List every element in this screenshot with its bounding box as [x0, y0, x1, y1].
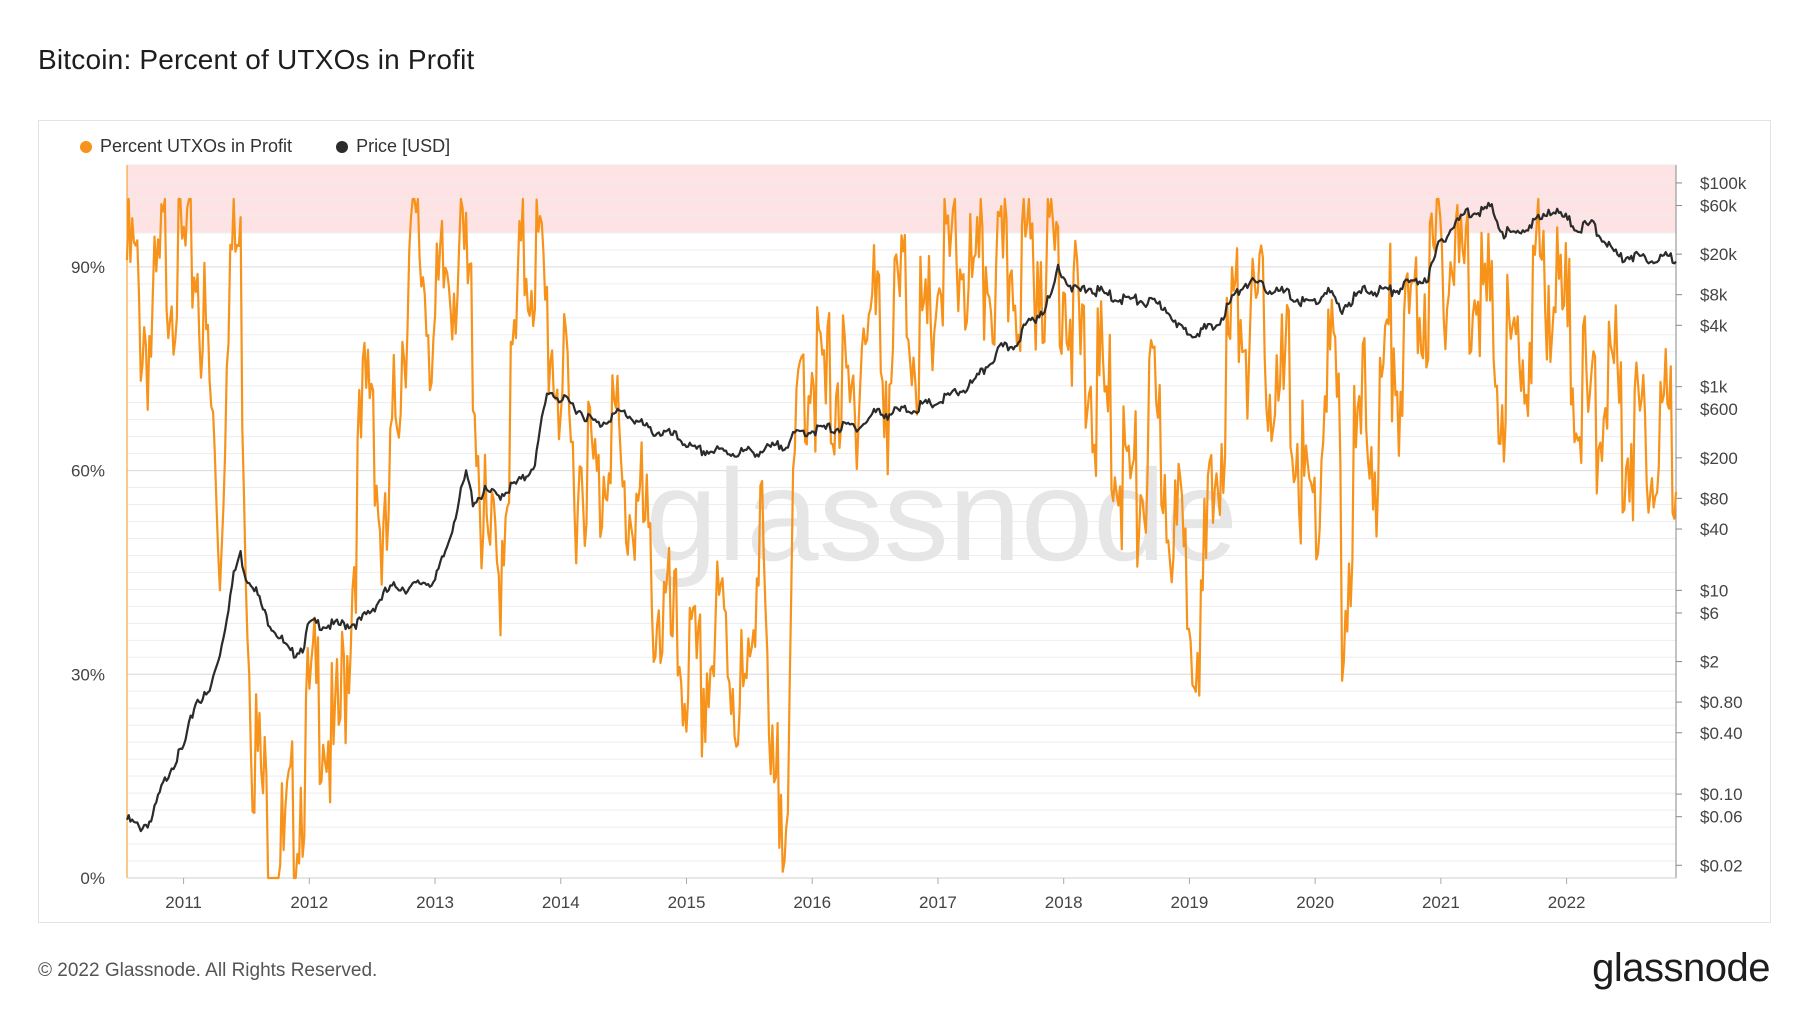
- right-tick-label: $0.10: [1700, 785, 1743, 804]
- legend-swatch-price: [336, 140, 349, 153]
- x-tick-label: 2021: [1422, 893, 1460, 912]
- copyright-footer: © 2022 Glassnode. All Rights Reserved.: [38, 960, 378, 981]
- right-tick-label: $2: [1700, 653, 1719, 672]
- right-tick-label: $8k: [1700, 286, 1728, 305]
- right-tick-label: $4k: [1700, 316, 1728, 335]
- page-title: Bitcoin: Percent of UTXOs in Profit: [38, 44, 475, 75]
- legend-label-price: Price [USD]: [356, 136, 451, 156]
- left-tick-label: 30%: [71, 665, 105, 684]
- right-tick-label: $6: [1700, 604, 1719, 623]
- x-tick-label: 2013: [416, 893, 454, 912]
- right-tick-label: $200: [1700, 449, 1738, 468]
- x-tick-label: 2016: [793, 893, 831, 912]
- watermark-text: glassnode: [645, 442, 1238, 588]
- legend-swatch-profit: [80, 140, 92, 153]
- right-tick-label: $1k: [1700, 378, 1728, 397]
- right-tick-label: $40: [1700, 520, 1728, 539]
- right-tick-label: $600: [1700, 400, 1738, 419]
- right-tick-label: $0.40: [1700, 724, 1743, 743]
- right-tick-label: $80: [1700, 489, 1728, 508]
- series-line-price: [125, 201, 1677, 833]
- right-tick-label: $0.02: [1700, 856, 1743, 875]
- x-tick-label: 2022: [1548, 893, 1586, 912]
- right-tick-label: $100k: [1700, 174, 1747, 193]
- x-tick-label: 2017: [919, 893, 957, 912]
- legend-label-profit: Percent UTXOs in Profit: [100, 136, 293, 156]
- x-tick-label: 2018: [1045, 893, 1083, 912]
- x-tick-label: 2019: [1171, 893, 1209, 912]
- right-tick-label: $0.06: [1700, 808, 1743, 827]
- x-tick-label: 2014: [542, 893, 580, 912]
- right-tick-label: $60k: [1700, 197, 1737, 216]
- glassnode-logo: glassnode: [1592, 946, 1770, 990]
- x-tick-label: 2011: [165, 893, 202, 912]
- chart-legend: Percent UTXOs in Profit Price [USD]: [80, 136, 450, 157]
- x-tick-label: 2020: [1296, 893, 1334, 912]
- legend-item-profit[interactable]: Percent UTXOs in Profit: [80, 136, 292, 157]
- x-tick-label: 2012: [290, 893, 328, 912]
- left-tick-label: 60%: [71, 462, 105, 481]
- left-tick-label: 90%: [71, 258, 105, 277]
- series-line-profit: [125, 197, 1678, 880]
- chart-panel: [38, 120, 1771, 923]
- right-tick-label: $20k: [1700, 245, 1737, 264]
- right-tick-label: $10: [1700, 581, 1728, 600]
- right-tick-label: $0.80: [1700, 693, 1743, 712]
- left-tick-label: 0%: [80, 869, 105, 888]
- legend-item-price[interactable]: Price [USD]: [336, 136, 450, 157]
- x-tick-label: 2015: [668, 893, 706, 912]
